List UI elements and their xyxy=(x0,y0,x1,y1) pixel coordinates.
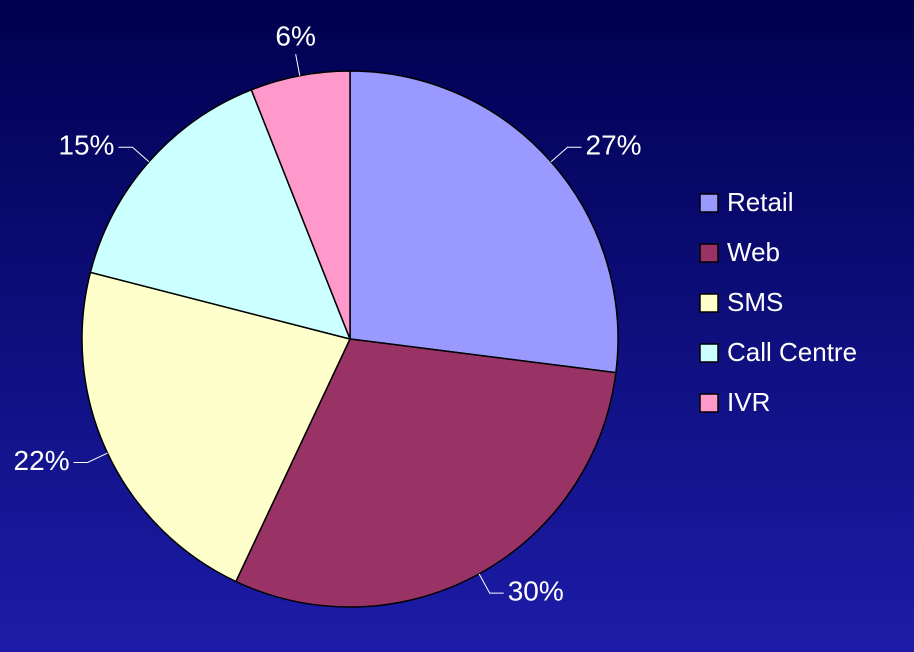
leader-line xyxy=(550,146,582,163)
pie: 27% 30% 22% 15% 6% xyxy=(14,21,642,608)
legend-swatch xyxy=(699,243,719,263)
leader-line xyxy=(118,146,150,163)
leader-line xyxy=(478,573,504,594)
legend-label: IVR xyxy=(727,387,770,417)
legend-swatch xyxy=(699,293,719,313)
pie-slice xyxy=(250,70,351,340)
data-label: 30% xyxy=(508,576,564,607)
legend: Retail Web SMS Call Centre IVR xyxy=(699,187,857,417)
legend-label: SMS xyxy=(727,287,783,317)
legend-label: Web xyxy=(727,237,780,267)
data-label: 6% xyxy=(275,21,315,52)
leader-line xyxy=(73,452,108,463)
legend-label: Retail xyxy=(727,187,793,217)
data-label: 27% xyxy=(586,130,642,161)
legend-swatch xyxy=(699,343,719,363)
data-label: 15% xyxy=(58,130,114,161)
data-label: 22% xyxy=(14,445,70,476)
legend-swatch xyxy=(699,193,719,213)
leader-line xyxy=(295,54,301,76)
legend-label: Call Centre xyxy=(727,337,857,367)
legend-swatch xyxy=(699,393,719,413)
pie-slice xyxy=(89,88,352,341)
